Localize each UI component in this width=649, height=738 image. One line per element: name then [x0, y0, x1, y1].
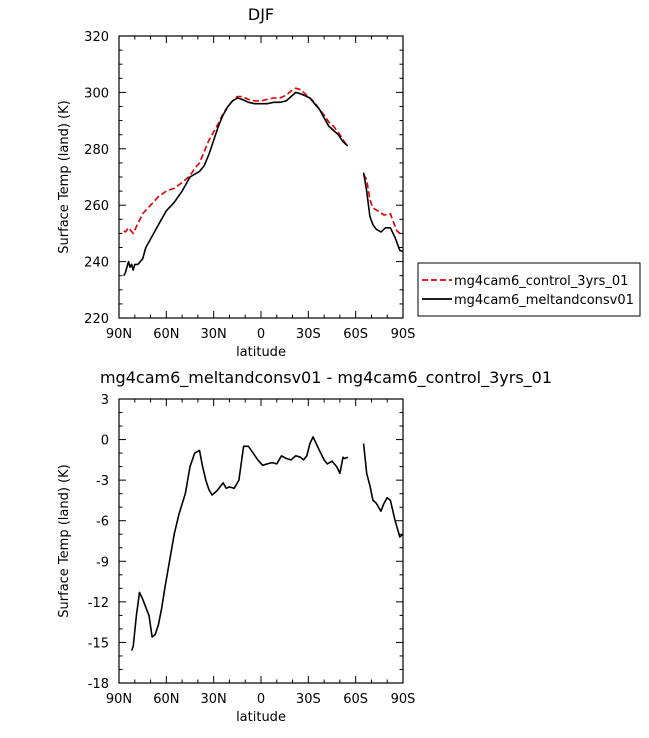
x-tick-label: 90N: [106, 692, 132, 707]
x-tick-label: 60S: [343, 692, 368, 707]
y-tick-label: -6: [96, 515, 109, 530]
y-tick-label: 260: [84, 199, 109, 214]
x-tick-label: 60N: [153, 327, 179, 342]
y-tick-label: 3: [101, 393, 109, 408]
y-tick-label: 280: [84, 143, 109, 158]
x-tick-label: 90N: [106, 327, 132, 342]
x-tick-label: 0: [257, 692, 265, 707]
y-axis-label: Surface Temp (land) (K): [57, 100, 72, 253]
chart-2: mg4cam6_meltandconsv01 - mg4cam6_control…: [57, 368, 552, 725]
chart-1: DJF 90N 60N 30N 0 30S 60S 90S 220 240 260 280 300 320…: [57, 5, 641, 360]
x-tick-label: 30S: [296, 692, 321, 707]
chart-title: mg4cam6_meltandconsv01 - mg4cam6_control…: [100, 368, 552, 388]
x-axis-label: latitude: [236, 345, 286, 360]
series-line-1-segment-2: [362, 173, 403, 235]
y-tick-label: -12: [88, 596, 109, 611]
x-tick-label: 0: [257, 327, 265, 342]
legend-label: mg4cam6_meltandconsv01: [454, 293, 634, 308]
legend-label: mg4cam6_control_3yrs_01: [454, 274, 628, 289]
legend: mg4cam6_control_3yrs_01 mg4cam6_meltandco…: [417, 262, 641, 317]
y-tick-label: -9: [96, 555, 109, 570]
y-tick-label: 240: [84, 256, 109, 271]
series-line-1-segment-1: [123, 87, 347, 235]
y-tick-label: 320: [84, 30, 109, 45]
y-tick-label: 300: [84, 86, 109, 101]
legend-box: [417, 262, 641, 317]
y-tick-label: -15: [88, 636, 109, 651]
x-tick-label: 60N: [153, 692, 179, 707]
x-tick-label: 30S: [296, 327, 321, 342]
series-line-2-segment-1: [123, 91, 349, 277]
x-tick-label: 90S: [391, 327, 416, 342]
series-line-1-segment-2: [362, 443, 404, 538]
x-axis-label: latitude: [236, 710, 286, 725]
plot-frame: [118, 35, 404, 319]
x-tick-label: 90S: [391, 692, 416, 707]
y-axis-label: Surface Temp (land) (K): [57, 464, 72, 617]
y-tick-label: -3: [96, 474, 109, 489]
y-tick-label: 220: [84, 312, 109, 327]
y-tick-label: -18: [88, 677, 109, 692]
plot-frame: [118, 398, 404, 684]
chart-title: DJF: [248, 5, 274, 24]
x-tick-label: 30N: [201, 692, 227, 707]
series-line-2-segment-2: [362, 172, 404, 253]
x-tick-label: 30N: [201, 327, 227, 342]
series-line-1-segment-1: [130, 436, 349, 651]
x-tick-label: 60S: [343, 327, 368, 342]
y-tick-label: 0: [101, 434, 109, 449]
